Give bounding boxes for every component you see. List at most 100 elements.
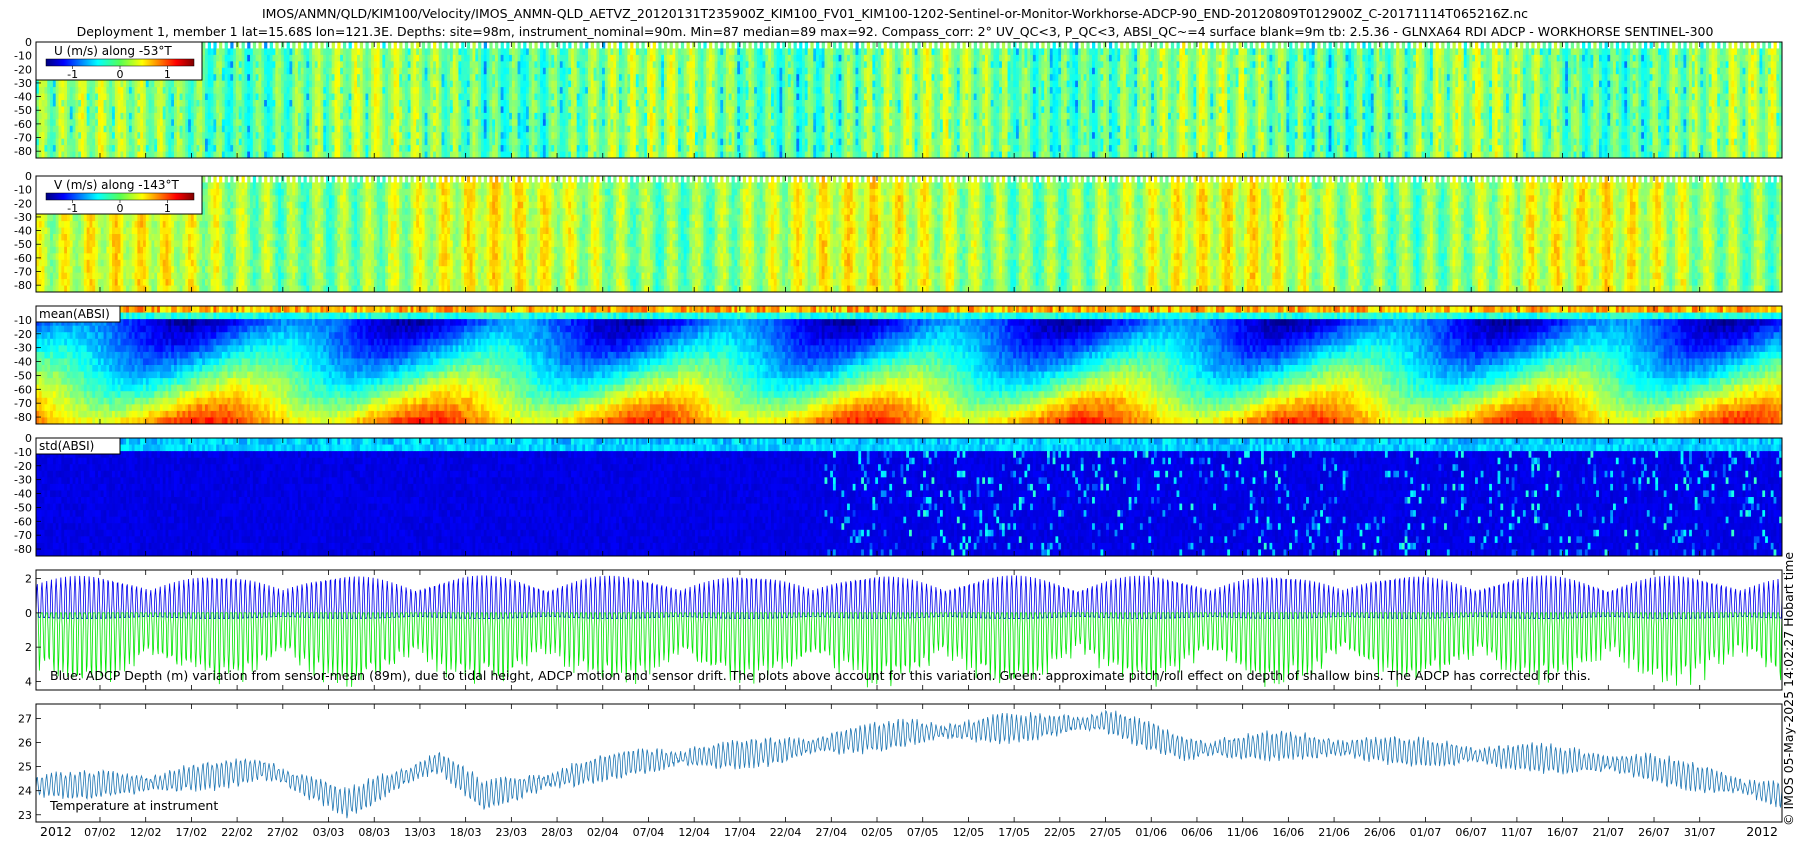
u-cell (827, 87, 830, 94)
u-cell (475, 94, 478, 101)
u-cell (382, 61, 385, 68)
u-cell (554, 74, 557, 81)
u-cell (177, 139, 180, 146)
u-cell (602, 61, 605, 68)
u-cell (332, 126, 335, 133)
u-cell (487, 81, 490, 88)
u-cell (382, 152, 385, 159)
u-cell (374, 100, 377, 107)
u-cell (53, 100, 56, 107)
u-cell (650, 145, 653, 152)
u-cell (492, 68, 495, 75)
u-cell (808, 119, 811, 126)
u-cell (320, 68, 323, 75)
u-cell (799, 126, 802, 133)
u-cell (140, 145, 143, 152)
u-cell (360, 81, 363, 88)
u-cell (484, 119, 487, 126)
u-cell (261, 106, 264, 113)
u-cell (442, 106, 445, 113)
u-cell (641, 42, 644, 49)
u-cell (498, 55, 501, 62)
u-cell (402, 152, 405, 159)
u-cell (664, 42, 667, 49)
u-cell (627, 113, 630, 120)
u-cell (565, 87, 568, 94)
u-cell (591, 55, 594, 62)
u-cell (692, 55, 695, 62)
u-cell (836, 145, 839, 152)
u-cell (351, 94, 354, 101)
u-cell (751, 68, 754, 75)
u-cell (656, 68, 659, 75)
u-cell (267, 139, 270, 146)
u-cell (602, 94, 605, 101)
u-cell (715, 48, 718, 55)
u-cell (653, 68, 656, 75)
u-cell (746, 132, 749, 139)
u-cell (774, 145, 777, 152)
u-cell (394, 81, 397, 88)
u-cell (230, 42, 233, 49)
u-cell (695, 119, 698, 126)
u-cell (825, 126, 828, 133)
u-cell (329, 81, 332, 88)
u-cell (481, 119, 484, 126)
u-cell (827, 81, 830, 88)
u-cell (644, 145, 647, 152)
u-cell (343, 42, 346, 49)
u-cell (301, 126, 304, 133)
u-cell (571, 126, 574, 133)
u-cell (264, 145, 267, 152)
u-cell (763, 68, 766, 75)
u-cell (332, 81, 335, 88)
u-cell (802, 74, 805, 81)
u-cell (808, 132, 811, 139)
u-cell (250, 48, 253, 55)
u-cell (95, 94, 98, 101)
u-cell (557, 145, 560, 152)
u-cell (146, 106, 149, 113)
u-cell (447, 152, 450, 159)
u-cell (788, 68, 791, 75)
u-cell (335, 61, 338, 68)
u-cell (326, 126, 329, 133)
u-cell (675, 113, 678, 120)
u-cell (718, 126, 721, 133)
u-cell (777, 61, 780, 68)
u-cell (515, 132, 518, 139)
u-cell (81, 81, 84, 88)
u-cell (554, 48, 557, 55)
u-cell (684, 119, 687, 126)
u-cell (405, 55, 408, 62)
u-cell (256, 61, 259, 68)
u-cell (90, 139, 93, 146)
u-cell (126, 81, 129, 88)
u-cell (833, 113, 836, 120)
u-cell (506, 81, 509, 88)
u-cell (343, 94, 346, 101)
u-cell (120, 152, 123, 159)
u-cell (213, 61, 216, 68)
u-cell (329, 119, 332, 126)
u-cell (450, 126, 453, 133)
u-cell (425, 74, 428, 81)
u-cell (59, 139, 62, 146)
u-cell (596, 119, 599, 126)
u-cell (326, 113, 329, 120)
u-cell (819, 106, 822, 113)
u-cell (813, 61, 816, 68)
u-cell (427, 145, 430, 152)
u-cell (796, 87, 799, 94)
u-cell (554, 100, 557, 107)
u-cell (464, 132, 467, 139)
u-cell (289, 152, 292, 159)
u-cell (191, 139, 194, 146)
u-cell (644, 139, 647, 146)
u-cell (405, 48, 408, 55)
u-cell (656, 132, 659, 139)
u-cell (118, 87, 121, 94)
u-cell (467, 119, 470, 126)
u-cell (537, 100, 540, 107)
u-cell (808, 55, 811, 62)
